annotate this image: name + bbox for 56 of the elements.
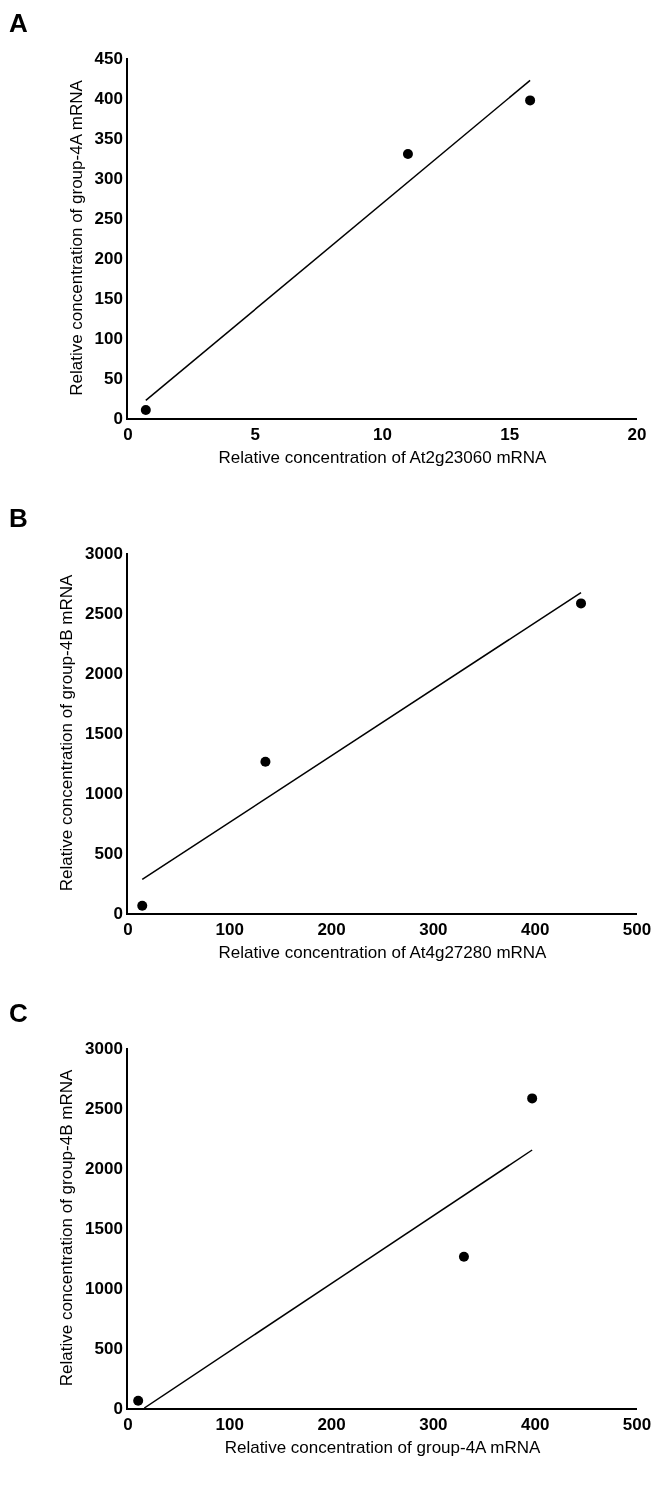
y-tick-label: 500	[94, 1338, 123, 1358]
x-tick-label: 200	[317, 1415, 346, 1435]
point	[576, 598, 587, 609]
x-tick-label: 20	[627, 425, 647, 445]
y-axis-title: Relative concentration of group-4B mRNA	[57, 574, 77, 892]
y-tick-label: 2000	[85, 1158, 123, 1178]
point	[140, 405, 151, 415]
point	[527, 1093, 538, 1104]
y-tick-label: 2500	[85, 603, 123, 623]
y-axis-title: Relative concentration of group-4B mRNA	[57, 1069, 77, 1387]
point	[133, 1395, 144, 1406]
point	[260, 756, 271, 767]
point	[525, 95, 536, 106]
y-tick-label: 300	[94, 168, 123, 188]
y-tick-label: 1000	[85, 1278, 123, 1298]
y-tick-label: 200	[94, 248, 123, 268]
x-tick-label: 100	[215, 920, 244, 940]
y-tick-label: 350	[94, 128, 123, 148]
x-tick-label: 400	[521, 1415, 550, 1435]
y-tick-label: 150	[94, 288, 123, 308]
y-tick-label: 1500	[85, 723, 123, 743]
x-tick-label: 300	[419, 920, 448, 940]
y-tick-label: 250	[94, 208, 123, 228]
x-axis-title: Relative concentration of At2g23060 mRNA	[218, 448, 548, 468]
y-tick-label: 450	[94, 48, 123, 68]
y-tick-label: 2000	[85, 663, 123, 683]
y-tick-label: 500	[94, 843, 123, 863]
y-tick-label: 0	[113, 408, 123, 428]
y-tick-label: 3000	[85, 543, 123, 563]
x-axis-title: Relative concentration of At4g27280 mRNA	[218, 943, 548, 963]
x-tick-label: 500	[622, 920, 652, 940]
x-tick-label: 300	[419, 1415, 448, 1435]
y-tick-label: 1000	[85, 783, 123, 803]
x-tick-label: 500	[622, 1415, 652, 1435]
x-tick-label: 5	[250, 425, 260, 445]
chart-title: B	[9, 503, 28, 533]
y-axis-title: Relative concentration of group-4A mRNA	[66, 79, 86, 396]
y-tick-label: 3000	[85, 1038, 123, 1058]
x-tick-label: 400	[521, 920, 550, 940]
y-tick-label: 0	[113, 1398, 123, 1418]
point	[458, 1251, 469, 1262]
y-tick-label: 400	[94, 88, 123, 108]
y-tick-label: 100	[94, 328, 123, 348]
y-tick-label: 0	[113, 903, 123, 923]
x-tick-label: 10	[373, 425, 392, 445]
x-axis-title: Relative concentration of group-4A mRNA	[224, 1438, 541, 1458]
chart-title: C	[9, 998, 28, 1028]
point	[402, 149, 413, 159]
x-tick-label: 200	[317, 920, 346, 940]
y-tick-label: 2500	[85, 1098, 123, 1118]
y-tick-label: 1500	[85, 1218, 123, 1238]
x-tick-label: 100	[215, 1415, 244, 1435]
x-tick-label: 15	[500, 425, 520, 445]
chart-title: A	[9, 8, 28, 38]
y-tick-label: 50	[103, 368, 123, 388]
point	[137, 900, 148, 911]
